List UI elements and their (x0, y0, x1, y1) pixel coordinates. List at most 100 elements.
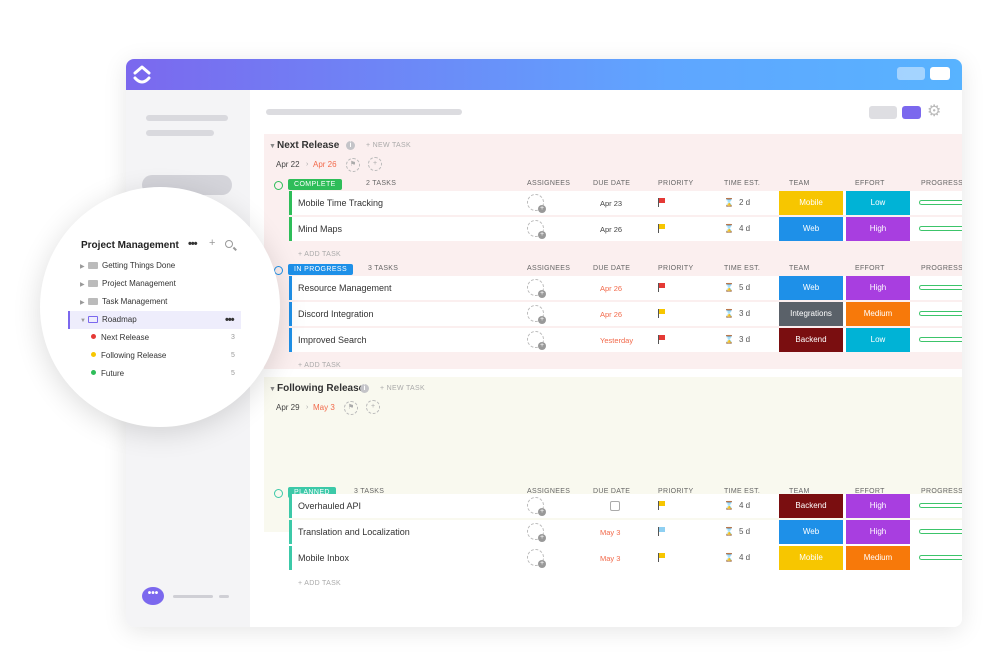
header-button[interactable] (869, 106, 897, 119)
column-header-time-est[interactable]: TIME EST. (724, 488, 761, 495)
column-header-team[interactable]: TEAM (789, 180, 810, 187)
time-estimate[interactable]: ⌛ 3 d (724, 335, 750, 344)
status-badge[interactable]: IN PROGRESS (288, 264, 354, 275)
time-estimate[interactable]: ⌛ 3 d (724, 309, 750, 318)
column-header-progress[interactable]: PROGRESS (921, 488, 962, 495)
due-date[interactable]: May 3 (600, 528, 621, 537)
info-icon[interactable]: i (360, 384, 369, 393)
time-estimate[interactable]: ⌛ 2 d (724, 198, 750, 207)
effort-tag[interactable]: High (846, 494, 910, 518)
effort-tag[interactable]: Medium (846, 302, 910, 326)
column-header-time-est[interactable]: TIME EST. (724, 265, 761, 272)
time-estimate[interactable]: ⌛ 4 d (724, 224, 750, 233)
chevron-down-icon[interactable]: ▼ (269, 143, 276, 150)
column-header-assignees[interactable]: ASSIGNEES (527, 180, 571, 187)
collapse-group-icon[interactable] (274, 181, 283, 190)
chevron-down-icon[interactable]: ▼ (269, 386, 276, 393)
list-item[interactable]: Future (91, 369, 124, 378)
team-tag[interactable]: Integrations (779, 302, 843, 326)
gear-icon[interactable]: ⚙ (927, 103, 942, 120)
assignee-avatar-icon[interactable] (527, 549, 546, 568)
list-item[interactable]: Next Release (91, 333, 149, 342)
effort-tag[interactable]: Low (846, 328, 910, 352)
task-row[interactable]: Discord Integration Apr 26 ⌛ 3 d Integration… (289, 302, 962, 326)
column-header-team[interactable]: TEAM (789, 265, 810, 272)
assignee-avatar-icon[interactable] (527, 331, 546, 350)
column-header-priority[interactable]: PRIORITY (658, 265, 694, 272)
due-date[interactable]: Apr 26 (600, 284, 623, 293)
priority-flag-icon[interactable] (658, 283, 666, 292)
more-icon[interactable]: ••• (188, 238, 198, 250)
due-date[interactable]: Apr 26 (600, 310, 623, 319)
collapse-group-icon[interactable] (274, 489, 283, 498)
task-name[interactable]: Mind Maps (298, 224, 343, 234)
info-icon[interactable]: i (346, 141, 355, 150)
add-assignee-icon[interactable]: + (368, 157, 382, 171)
folder-item-roadmap[interactable]: ▼ Roadmap (80, 315, 137, 329)
effort-tag[interactable]: Medium (846, 546, 910, 570)
effort-tag[interactable]: High (846, 276, 910, 300)
list-item[interactable]: Following Release (91, 351, 166, 360)
task-name[interactable]: Overhauled API (298, 501, 362, 511)
team-tag[interactable]: Web (779, 217, 843, 241)
column-header-progress[interactable]: PROGRESS (921, 265, 962, 272)
new-task-button[interactable]: + NEW TASK (366, 142, 411, 149)
task-name[interactable]: Discord Integration (298, 309, 374, 319)
assignee-avatar-icon[interactable] (527, 220, 546, 239)
status-badge[interactable]: COMPLETE (288, 179, 342, 190)
priority-flag-icon[interactable] (658, 501, 666, 510)
chat-icon[interactable]: ••• (142, 587, 164, 605)
task-name[interactable]: Mobile Inbox (298, 553, 350, 563)
search-icon[interactable] (225, 240, 233, 248)
column-header-effort[interactable]: EFFORT (855, 180, 885, 187)
priority-flag-icon[interactable] (658, 198, 666, 207)
column-header-due-date[interactable]: DUE DATE (593, 180, 631, 187)
due-date[interactable]: May 3 (600, 554, 621, 563)
task-name[interactable]: Translation and Localization (298, 527, 410, 537)
team-tag[interactable]: Web (779, 276, 843, 300)
team-tag[interactable]: Web (779, 520, 843, 544)
assignee-avatar-icon[interactable] (527, 523, 546, 542)
due-date[interactable]: Apr 26 (600, 225, 623, 234)
priority-flag-icon[interactable] (658, 335, 666, 344)
add-assignee-icon[interactable]: + (366, 400, 380, 414)
column-header-progress[interactable]: PROGRESS (921, 180, 962, 187)
time-estimate[interactable]: ⌛ 5 d (724, 527, 750, 536)
topbar-button[interactable] (897, 67, 925, 80)
due-date[interactable]: Yesterday (600, 336, 634, 345)
assignee-avatar-icon[interactable] (527, 279, 546, 298)
topbar-button-white[interactable] (930, 67, 950, 80)
flag-outline-icon[interactable]: ⚑ (346, 158, 360, 172)
effort-tag[interactable]: High (846, 520, 910, 544)
priority-flag-icon[interactable] (658, 527, 666, 536)
calendar-icon[interactable] (610, 501, 620, 511)
column-header-effort[interactable]: EFFORT (855, 488, 885, 495)
priority-flag-icon[interactable] (658, 553, 666, 562)
column-header-due-date[interactable]: DUE DATE (593, 488, 631, 495)
assignee-avatar-icon[interactable] (527, 305, 546, 324)
folder-item[interactable]: ▶ Task Management (80, 297, 167, 311)
effort-tag[interactable]: High (846, 217, 910, 241)
add-task-button[interactable]: + ADD TASK (298, 362, 342, 369)
task-name[interactable]: Improved Search (298, 335, 367, 345)
new-task-button[interactable]: + NEW TASK (380, 385, 425, 392)
column-header-time-est[interactable]: TIME EST. (724, 180, 761, 187)
column-header-priority[interactable]: PRIORITY (658, 180, 694, 187)
priority-flag-icon[interactable] (658, 309, 666, 318)
team-tag[interactable]: Backend (779, 328, 843, 352)
add-task-button[interactable]: + ADD TASK (298, 580, 342, 587)
column-header-priority[interactable]: PRIORITY (658, 488, 694, 495)
task-name[interactable]: Mobile Time Tracking (298, 198, 384, 208)
effort-tag[interactable]: Low (846, 191, 910, 215)
time-estimate[interactable]: ⌛ 4 d (724, 553, 750, 562)
column-header-assignees[interactable]: ASSIGNEES (527, 488, 571, 495)
time-estimate[interactable]: ⌛ 4 d (724, 501, 750, 510)
assignee-avatar-icon[interactable] (527, 497, 546, 516)
plus-icon[interactable]: + (209, 237, 216, 249)
priority-flag-icon[interactable] (658, 224, 666, 233)
